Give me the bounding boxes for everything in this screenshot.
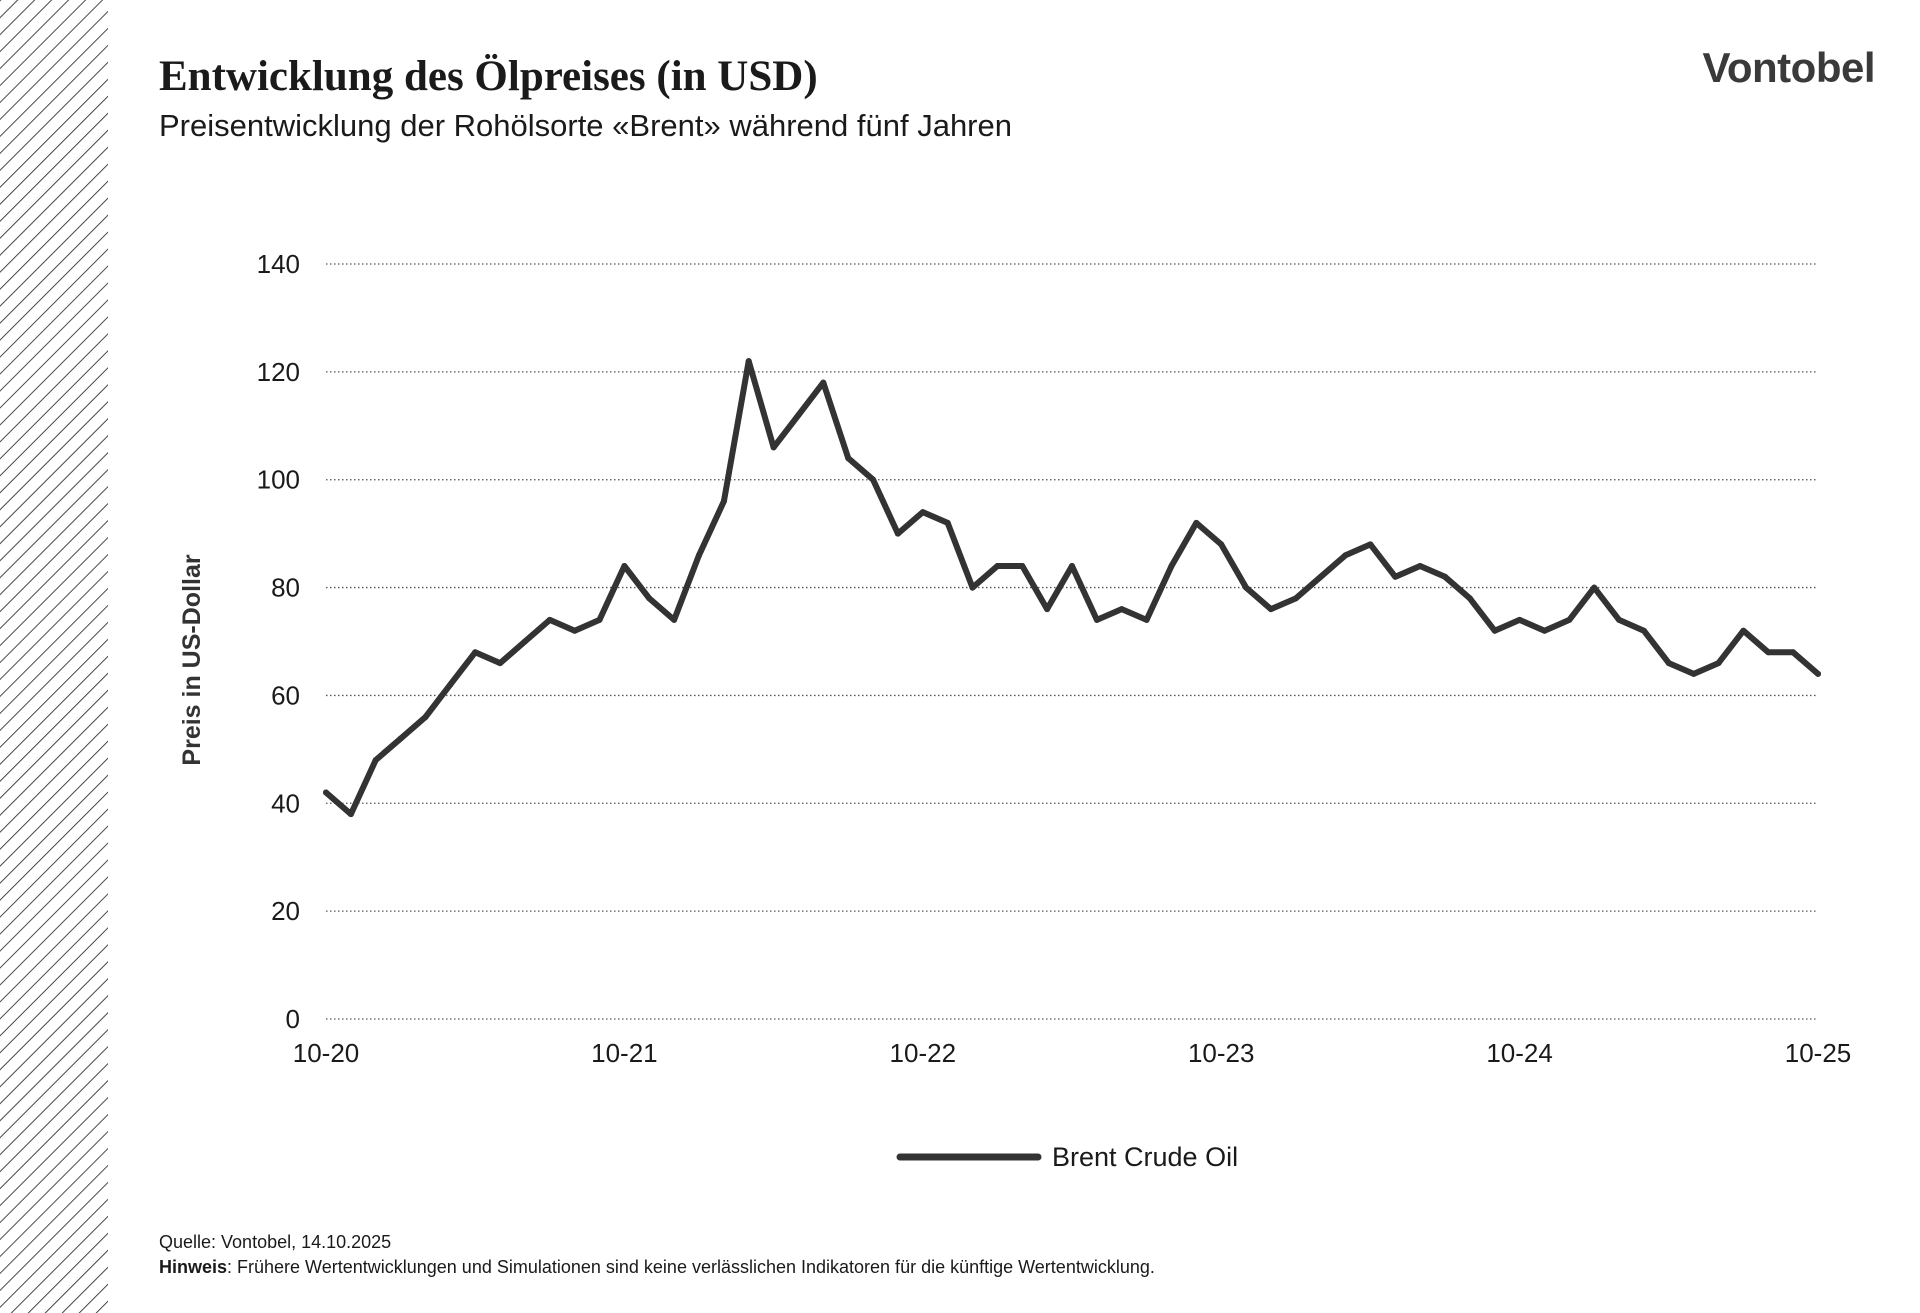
data-point bbox=[894, 530, 901, 537]
data-point bbox=[497, 660, 504, 667]
data-point bbox=[1640, 627, 1647, 634]
disclaimer-label: Hinweis bbox=[159, 1257, 228, 1277]
data-point bbox=[770, 444, 777, 451]
data-point bbox=[1342, 552, 1349, 559]
data-point bbox=[347, 811, 354, 818]
data-point bbox=[1019, 563, 1026, 569]
data-point bbox=[397, 735, 404, 742]
chart-subtitle: Preisentwicklung der Rohölsorte «Brent» … bbox=[159, 108, 1012, 143]
y-tick-label: 120 bbox=[257, 357, 300, 387]
data-point bbox=[1665, 660, 1672, 667]
data-point bbox=[1193, 519, 1200, 526]
gridlines bbox=[326, 263, 1818, 1020]
data-point bbox=[1442, 573, 1448, 580]
data-point bbox=[646, 595, 653, 602]
data-point bbox=[422, 714, 429, 720]
y-tick-label: 20 bbox=[271, 896, 300, 926]
y-axis-label: Preis in US-Dollar bbox=[178, 554, 206, 765]
source-note: Quelle: Vontobel, 14.10.2025 bbox=[159, 1232, 392, 1252]
data-point bbox=[1168, 563, 1175, 569]
data-point bbox=[1541, 627, 1548, 634]
x-tick-label: 10-23 bbox=[1188, 1038, 1255, 1068]
data-point bbox=[1044, 606, 1051, 613]
y-tick-label: 140 bbox=[257, 249, 300, 279]
y-tick-label: 0 bbox=[286, 1004, 300, 1034]
data-point bbox=[571, 627, 578, 634]
data-point bbox=[1243, 584, 1250, 591]
data-point bbox=[1069, 563, 1075, 569]
x-tick-label: 10-21 bbox=[591, 1038, 658, 1068]
data-point bbox=[1292, 595, 1299, 602]
data-point bbox=[1815, 670, 1821, 677]
series-layer bbox=[323, 358, 1821, 818]
data-point bbox=[447, 681, 454, 688]
data-point bbox=[994, 563, 1001, 569]
disclaimer-text: : Frühere Wertentwicklungen und Simulati… bbox=[227, 1257, 1155, 1277]
x-tick-label: 10-24 bbox=[1486, 1038, 1553, 1068]
data-point bbox=[1765, 649, 1772, 656]
data-point bbox=[521, 638, 528, 645]
y-tick-labels: 0 20 40 60 80 100 120 140 bbox=[257, 249, 300, 1034]
vontobel-logo: Vontobel bbox=[1702, 44, 1875, 91]
data-point bbox=[1317, 573, 1324, 580]
legend: Brent Crude Oil bbox=[896, 1142, 1238, 1172]
data-point bbox=[1118, 606, 1125, 613]
data-point bbox=[1715, 660, 1722, 667]
data-point bbox=[1566, 616, 1573, 623]
data-point bbox=[472, 649, 479, 656]
y-tick-label: 100 bbox=[257, 465, 300, 495]
data-point bbox=[1491, 627, 1498, 634]
data-point bbox=[372, 757, 379, 764]
data-point bbox=[1267, 606, 1274, 613]
y-tick-label: 80 bbox=[271, 573, 300, 603]
data-point bbox=[596, 616, 603, 623]
data-point bbox=[1093, 616, 1100, 623]
data-point bbox=[621, 563, 628, 569]
data-point bbox=[1466, 595, 1473, 602]
data-point bbox=[870, 476, 877, 483]
legend-label-brent: Brent Crude Oil bbox=[1052, 1142, 1238, 1172]
x-tick-label: 10-25 bbox=[1785, 1038, 1852, 1068]
data-point bbox=[969, 584, 976, 591]
data-point bbox=[546, 616, 553, 623]
data-point bbox=[1740, 627, 1747, 634]
data-point bbox=[1417, 563, 1424, 569]
x-tick-labels: 10-20 10-21 10-22 10-23 10-24 10-25 bbox=[293, 1038, 1852, 1068]
data-point bbox=[1591, 584, 1598, 591]
y-tick-label: 40 bbox=[271, 788, 300, 818]
data-point bbox=[820, 379, 827, 386]
data-point bbox=[745, 358, 752, 365]
data-point bbox=[845, 455, 852, 462]
x-tick-label: 10-20 bbox=[293, 1038, 360, 1068]
disclaimer-note: Hinweis: Frühere Wertentwicklungen und S… bbox=[159, 1257, 1155, 1278]
data-point bbox=[1516, 616, 1523, 623]
data-point bbox=[1392, 573, 1399, 580]
x-tick-label: 10-22 bbox=[890, 1038, 957, 1068]
data-point bbox=[720, 498, 727, 505]
chart-title: Entwicklung des Ölpreises (in USD) bbox=[159, 53, 818, 100]
data-point bbox=[795, 412, 802, 418]
data-point bbox=[696, 552, 702, 559]
data-point bbox=[1143, 616, 1150, 623]
data-point bbox=[944, 519, 951, 526]
data-point bbox=[1367, 541, 1374, 548]
data-point bbox=[919, 509, 926, 516]
data-point bbox=[671, 616, 678, 623]
data-point bbox=[1616, 616, 1623, 623]
data-point bbox=[323, 789, 329, 796]
y-tick-label: 60 bbox=[271, 680, 300, 710]
data-point bbox=[1690, 670, 1697, 677]
data-point bbox=[1790, 649, 1797, 656]
hatched-border bbox=[0, 0, 108, 1313]
data-point bbox=[1218, 541, 1225, 548]
